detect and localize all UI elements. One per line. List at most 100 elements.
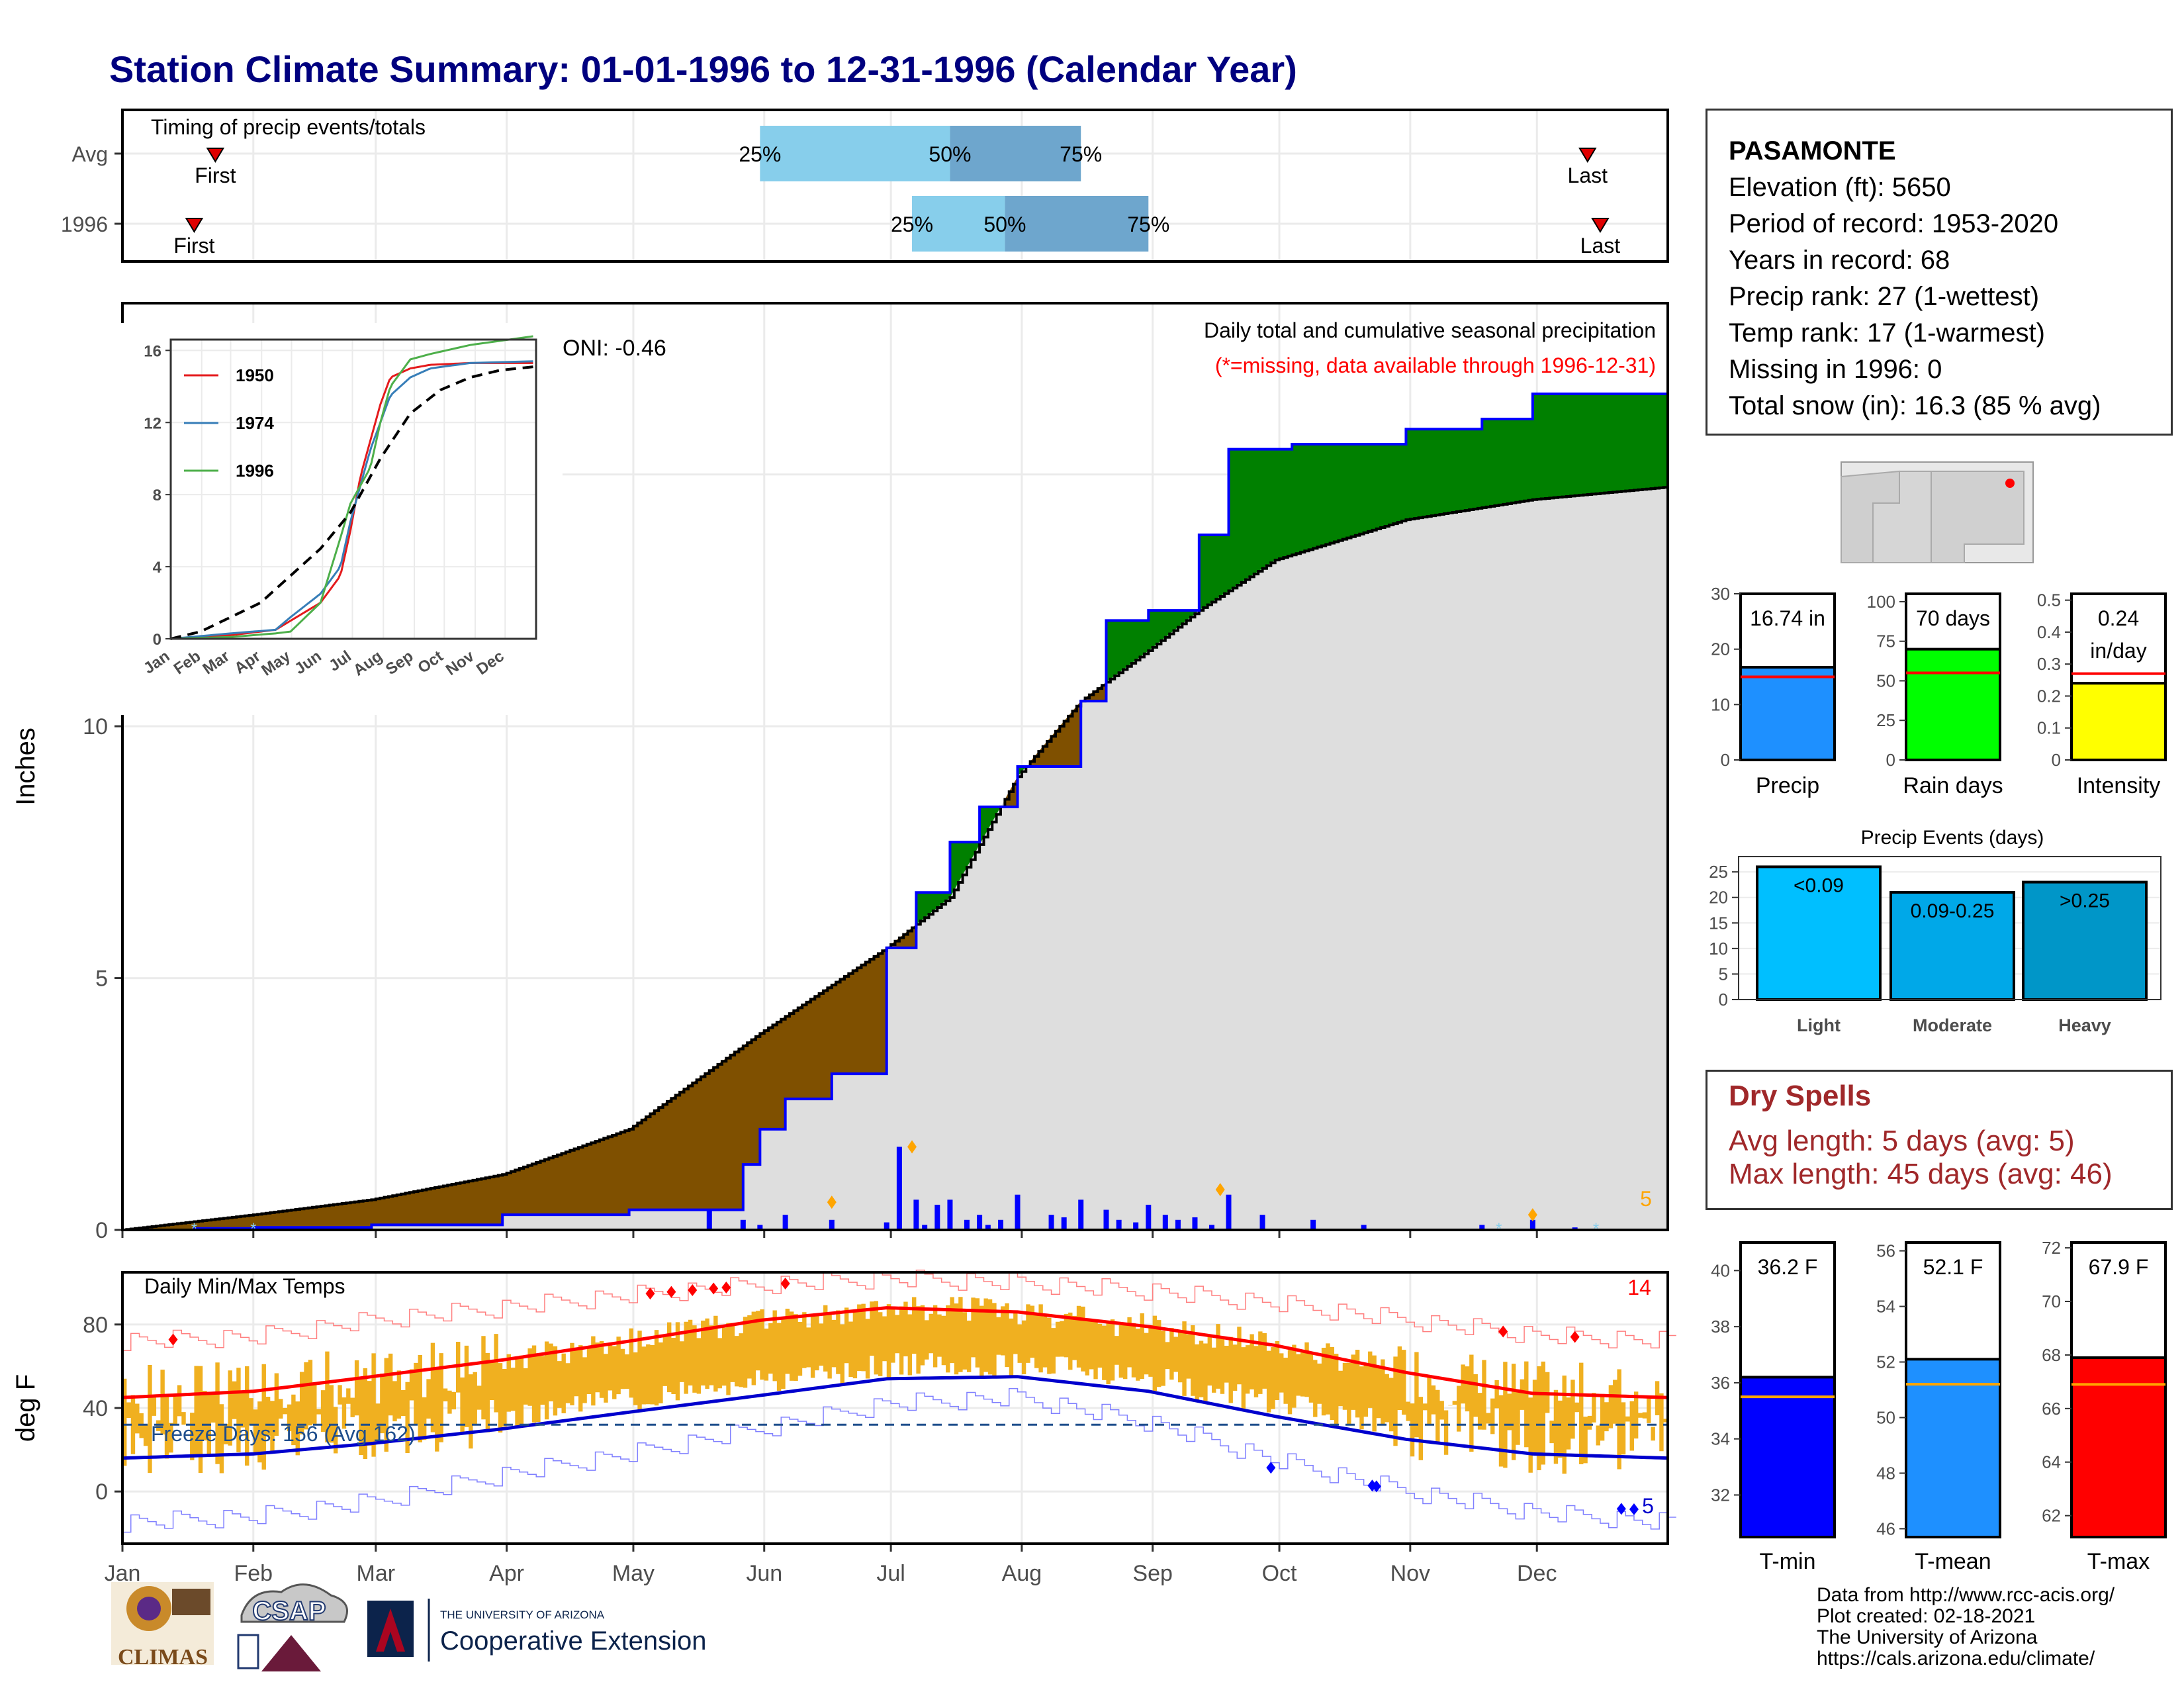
- summary-ytick-label: 32: [1711, 1485, 1730, 1505]
- daily-precip-bar: [1146, 1204, 1152, 1230]
- ua-coop-text: Cooperative Extension: [440, 1626, 706, 1656]
- events-bar-heavy: [2022, 880, 2148, 1001]
- summary-ytick-label: 34: [1711, 1429, 1730, 1449]
- temps-month-label: Feb: [234, 1561, 273, 1586]
- timing-chart: 25% 50% 75% First Last Avg 25% 50% 75% First Last 1…: [61, 109, 1669, 263]
- summary-ytick-label: 64: [2042, 1452, 2061, 1472]
- temps-ytick-label: 40: [83, 1396, 108, 1421]
- summary-ytick-label: 66: [2042, 1399, 2061, 1419]
- station-years: Years in record: 68: [1729, 246, 1950, 275]
- timing-border: [121, 109, 1669, 263]
- daily-precip-bar: [1192, 1217, 1198, 1230]
- timing-q25-label: 25%: [891, 212, 933, 236]
- cum-ytick-label: 5: [95, 966, 108, 992]
- daily-temps-chart: 0 40 80 Jan Feb Mar Apr May Jun Jul Aug Sep Oct Nov De…: [11, 1269, 1676, 1586]
- timing-q50-label: 50%: [983, 212, 1026, 236]
- events-bar-label: <0.09: [1794, 874, 1844, 896]
- temps-month-label: Oct: [1262, 1561, 1297, 1586]
- temps-avg-min-line: [122, 1375, 1668, 1460]
- temps-daily-bars: [122, 1297, 1668, 1474]
- summary-ytick-label: 0: [2052, 750, 2061, 770]
- daily-precip-bar: [922, 1225, 928, 1230]
- events-bar-label: >0.25: [2060, 890, 2110, 912]
- summary-ytick-label: 48: [1876, 1463, 1895, 1483]
- inset-ytick-label: 4: [153, 559, 162, 577]
- daily-precip-bar: [896, 1147, 902, 1230]
- inset-legend-label: 1974: [236, 413, 274, 433]
- summary-ytick-label: 10: [1711, 694, 1730, 714]
- inset-plot-bg: [171, 340, 536, 639]
- summary-bar-t-min: [1739, 1376, 1836, 1538]
- station-period: Period of record: 1953-2020: [1729, 209, 2059, 238]
- dry-spells-box: Dry Spells Avg length: 5 days (avg: 5) M…: [1706, 1070, 2173, 1210]
- daily-precip-bar: [1226, 1194, 1232, 1230]
- temps-record-high-marker: [666, 1286, 676, 1298]
- temp-summary-charts: 32 34 36 38 40 36.2 F T-min 46 48 50 52 54 56 52.1 F T…: [1711, 1238, 2167, 1574]
- inset-ytick-label: 12: [144, 414, 161, 432]
- station-info-box: PASAMONTE Elevation (ft): 5650 Period of…: [1706, 109, 2173, 436]
- summary-ytick-label: 0.2: [2037, 686, 2061, 706]
- temps-ytick-label: 80: [83, 1313, 108, 1338]
- summary-category-label: Rain days: [1903, 773, 2003, 798]
- page-title: Station Climate Summary: 01-01-1996 to 1…: [109, 48, 1297, 90]
- summary-bar-intensity: [2070, 682, 2167, 761]
- daily-precip-bar: [1048, 1215, 1054, 1230]
- daily-precip-bar: [934, 1204, 940, 1230]
- temps-record-high-marker: [645, 1288, 655, 1300]
- summary-ytick-label: 54: [1876, 1297, 1895, 1317]
- summary-ytick-label: 30: [1711, 584, 1730, 604]
- daily-precip-bar: [1310, 1219, 1316, 1230]
- summary-ytick-label: 25: [1876, 710, 1895, 730]
- inset-series-line-1996: [170, 335, 533, 640]
- events-border: [1738, 856, 2161, 1000]
- summary-ytick-label: 40: [1711, 1260, 1730, 1280]
- events-bar-light: [1756, 865, 1882, 1002]
- daily-precip-bar: [913, 1199, 919, 1230]
- inset-ytick-label: 16: [144, 342, 161, 360]
- events-ytick-label: 5: [1719, 964, 1728, 984]
- summary-category-label: T-max: [2087, 1549, 2150, 1574]
- location-map: [1841, 461, 2034, 563]
- summary-bar-t-max: [2070, 1356, 2167, 1539]
- summary-ytick-label: 0: [1721, 750, 1730, 770]
- temps-record-low-marker: [1266, 1462, 1276, 1474]
- temps-month-label: Apr: [489, 1561, 524, 1586]
- temps-ytick-label: 0: [95, 1479, 108, 1505]
- precip-event-marker: [1527, 1208, 1537, 1222]
- events-ytick-label: 15: [1709, 913, 1728, 933]
- temps-ylabel: deg F: [11, 1374, 40, 1442]
- events-ytick-label: 0: [1719, 990, 1728, 1009]
- inset-legend-label: 1950: [236, 365, 274, 385]
- summary-ytick-label: 72: [2042, 1238, 2061, 1258]
- events-bar-moderate: [1889, 891, 2015, 1001]
- temps-title: Daily Min/Max Temps: [144, 1274, 345, 1298]
- summary-bar-rain-days: [1905, 647, 2001, 762]
- climas-logo-text: CLIMAS: [118, 1645, 208, 1669]
- summary-ytick-label: 0: [1886, 750, 1895, 770]
- events-title: Precip Events (days): [1861, 827, 2044, 849]
- temps-month-label: Jun: [746, 1561, 782, 1586]
- daily-precip-bar: [757, 1225, 763, 1230]
- ua-small-text: THE UNIVERSITY OF ARIZONA: [440, 1609, 605, 1621]
- summary-ytick-label: 0.1: [2037, 718, 2061, 738]
- footer-credits: Data from http://www.rcc-acis.org/ Plot …: [1817, 1585, 2115, 1669]
- dry-spells-avg: Avg length: 5 days (avg: 5): [1729, 1125, 2075, 1157]
- timing-row-label: 1996: [61, 212, 108, 236]
- summary-value-label: 52.1 F: [1923, 1255, 1983, 1279]
- footer-data-source: Data from http://www.rcc-acis.org/: [1817, 1584, 2115, 1606]
- timing-q25-label: 25%: [739, 142, 781, 166]
- daily-precip-bar: [1061, 1217, 1067, 1230]
- summary-ytick-label: 100: [1867, 592, 1895, 612]
- temps-record-low-marker: [1371, 1480, 1381, 1493]
- daily-precip-bar: [706, 1209, 712, 1230]
- summary-ytick-label: 0.5: [2037, 590, 2061, 610]
- footer-url: https://cals.arizona.edu/climate/: [1817, 1648, 2095, 1669]
- temps-month-label: Dec: [1517, 1561, 1557, 1586]
- timing-q25-q50-bar: [912, 196, 1005, 252]
- temps-record-high-marker: [780, 1278, 790, 1290]
- events-category-label: Light: [1797, 1015, 1841, 1035]
- temps-record-high-marker: [721, 1281, 731, 1293]
- temps-month-label: Sep: [1132, 1561, 1173, 1586]
- summary-ytick-label: 0.3: [2037, 654, 2061, 674]
- daily-precip-bar: [1208, 1225, 1214, 1230]
